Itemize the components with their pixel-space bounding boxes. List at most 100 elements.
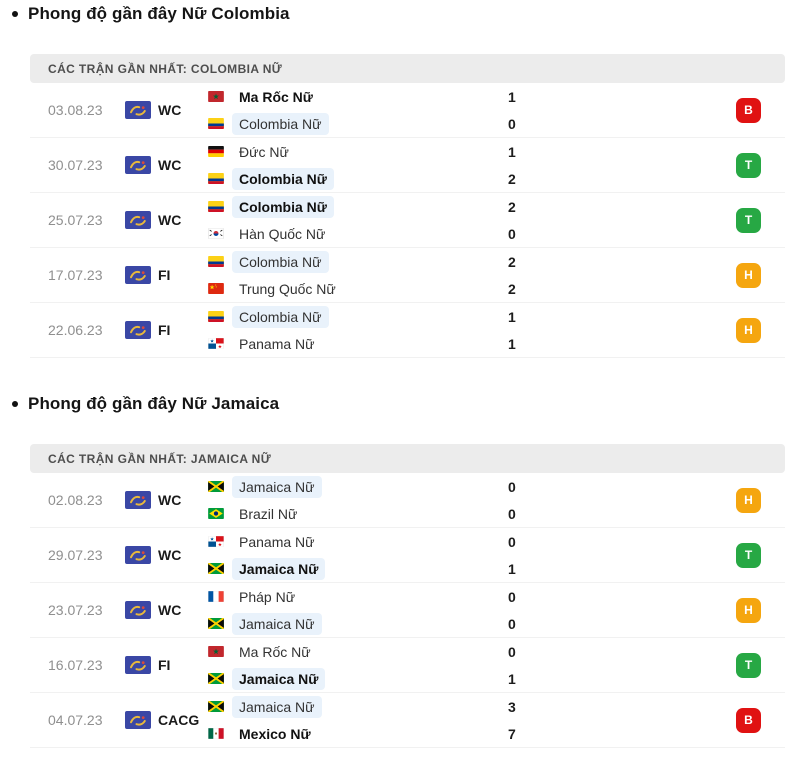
- result-badge: B: [736, 97, 761, 123]
- competition-icon: [125, 321, 151, 339]
- competition-code: WC: [158, 157, 182, 173]
- competition-icon: [125, 101, 151, 119]
- result-badge: H: [736, 487, 761, 513]
- competition: WC: [125, 601, 208, 619]
- competition: FI: [125, 656, 208, 674]
- team-row: Pháp Nữ: [208, 586, 508, 608]
- score-value: 0: [508, 533, 516, 550]
- competition: WC: [125, 101, 208, 119]
- table-body: 02.08.23 WC Jamaica Nữ Brazil Nữ 0 0 H 2…: [30, 473, 785, 748]
- match-row[interactable]: 02.08.23 WC Jamaica Nữ Brazil Nữ 0 0 H: [30, 473, 785, 528]
- match-date: 23.07.23: [48, 602, 103, 618]
- competition-icon: [125, 211, 151, 229]
- match-row[interactable]: 22.06.23 FI Colombia Nữ Panama Nữ 1 1 H: [30, 303, 785, 358]
- team-row: Jamaica Nữ: [208, 667, 508, 690]
- score-value: 0: [508, 588, 516, 605]
- team-name: Pháp Nữ: [239, 588, 296, 605]
- team-name: Panama Nữ: [239, 533, 315, 550]
- competition-code: WC: [158, 547, 182, 563]
- score-value: 1: [508, 335, 516, 352]
- colombia-flag-icon: [208, 201, 224, 212]
- team-row: Colombia Nữ: [208, 250, 508, 273]
- colombia-flag-icon: [208, 118, 224, 129]
- section-title-row: Phong độ gần đây Nữ Colombia: [0, 4, 800, 24]
- team-row: Panama Nữ: [208, 333, 508, 355]
- teams-column: Đức Nữ Colombia Nữ: [208, 141, 508, 190]
- match-row[interactable]: 04.07.23 CACG Jamaica Nữ Mexico Nữ 3 7 B: [30, 693, 785, 748]
- form-section: Phong độ gần đây Nữ Colombia CÁC TRẬN GẦ…: [0, 4, 800, 358]
- team-row: Ma Rốc Nữ: [208, 641, 508, 663]
- germany-flag-icon: [208, 146, 224, 157]
- score-value: 1: [508, 143, 516, 160]
- teams-column: Jamaica Nữ Brazil Nữ: [208, 475, 508, 525]
- team-name: Colombia Nữ: [232, 167, 334, 190]
- jamaica-flag-icon: [208, 618, 224, 629]
- table-body: 03.08.23 WC Ma Rốc Nữ Colombia Nữ 1 0 B …: [30, 83, 785, 358]
- team-row: Đức Nữ: [208, 141, 508, 163]
- team-row: Mexico Nữ: [208, 723, 508, 745]
- score-value: 2: [508, 198, 516, 215]
- mexico-flag-icon: [208, 728, 224, 739]
- recent-form-page: Phong độ gần đây Nữ Colombia CÁC TRẬN GẦ…: [0, 4, 800, 748]
- score-value: 1: [508, 670, 516, 687]
- teams-column: Pháp Nữ Jamaica Nữ: [208, 586, 508, 635]
- competition: WC: [125, 546, 208, 564]
- match-row[interactable]: 03.08.23 WC Ma Rốc Nữ Colombia Nữ 1 0 B: [30, 83, 785, 138]
- jamaica-flag-icon: [208, 563, 224, 574]
- match-row[interactable]: 23.07.23 WC Pháp Nữ Jamaica Nữ 0 0 H: [30, 583, 785, 638]
- team-name: Jamaica Nữ: [232, 612, 322, 635]
- team-name: Jamaica Nữ: [232, 667, 326, 690]
- team-name: Colombia Nữ: [232, 195, 334, 218]
- score-value: 1: [508, 88, 516, 105]
- score-value: 0: [508, 643, 516, 660]
- team-row: Jamaica Nữ: [208, 695, 508, 718]
- match-date: 30.07.23: [48, 157, 103, 173]
- result-badge: T: [736, 152, 761, 178]
- form-section: Phong độ gần đây Nữ Jamaica CÁC TRẬN GẦN…: [0, 394, 800, 748]
- competition-icon: [125, 656, 151, 674]
- score-value: 1: [508, 308, 516, 325]
- table-header: CÁC TRẬN GẦN NHẤT: JAMAICA NỮ: [30, 444, 785, 473]
- section-title: Phong độ gần đây Nữ Jamaica: [28, 394, 280, 413]
- result-badge: H: [736, 317, 761, 343]
- recent-matches-table: CÁC TRẬN GẦN NHẤT: COLOMBIA NỮ 03.08.23 …: [30, 54, 785, 358]
- team-row: Jamaica Nữ: [208, 475, 508, 498]
- match-row[interactable]: 30.07.23 WC Đức Nữ Colombia Nữ 1 2 T: [30, 138, 785, 193]
- competition: WC: [125, 491, 208, 509]
- score-value: 0: [508, 505, 516, 522]
- score-value: 2: [508, 280, 516, 297]
- competition-code: FI: [158, 657, 171, 673]
- competition-icon: [125, 266, 151, 284]
- competition-code: CACG: [158, 712, 200, 728]
- competition-icon: [125, 156, 151, 174]
- result-badge: T: [736, 207, 761, 233]
- score-column: 2 2: [508, 251, 548, 300]
- competition-icon: [125, 491, 151, 509]
- section-title-row: Phong độ gần đây Nữ Jamaica: [0, 394, 800, 414]
- colombia-flag-icon: [208, 256, 224, 267]
- jamaica-flag-icon: [208, 701, 224, 712]
- match-row[interactable]: 29.07.23 WC Panama Nữ Jamaica Nữ 0 1 T: [30, 528, 785, 583]
- team-row: Panama Nữ: [208, 531, 508, 553]
- match-row[interactable]: 16.07.23 FI Ma Rốc Nữ Jamaica Nữ 0 1 T: [30, 638, 785, 693]
- team-name: Jamaica Nữ: [232, 557, 326, 580]
- team-name: Hàn Quốc Nữ: [239, 225, 326, 242]
- competition-icon: [125, 546, 151, 564]
- jamaica-flag-icon: [208, 481, 224, 492]
- competition-code: WC: [158, 212, 182, 228]
- team-name: Ma Rốc Nữ: [239, 88, 313, 105]
- team-name: Trung Quốc Nữ: [239, 280, 336, 297]
- match-row[interactable]: 25.07.23 WC Colombia Nữ Hàn Quốc Nữ 2 0 …: [30, 193, 785, 248]
- team-row: Jamaica Nữ: [208, 612, 508, 635]
- team-name: Jamaica Nữ: [232, 475, 322, 498]
- match-date: 16.07.23: [48, 657, 103, 673]
- team-name: Đức Nữ: [239, 143, 289, 160]
- morocco-flag-icon: [208, 646, 224, 657]
- team-name: Colombia Nữ: [232, 305, 329, 328]
- competition: FI: [125, 266, 208, 284]
- score-column: 0 0: [508, 586, 548, 635]
- match-row[interactable]: 17.07.23 FI Colombia Nữ Trung Quốc Nữ 2 …: [30, 248, 785, 303]
- colombia-flag-icon: [208, 311, 224, 322]
- panama-flag-icon: [208, 338, 224, 349]
- recent-matches-table: CÁC TRẬN GẦN NHẤT: JAMAICA NỮ 02.08.23 W…: [30, 444, 785, 748]
